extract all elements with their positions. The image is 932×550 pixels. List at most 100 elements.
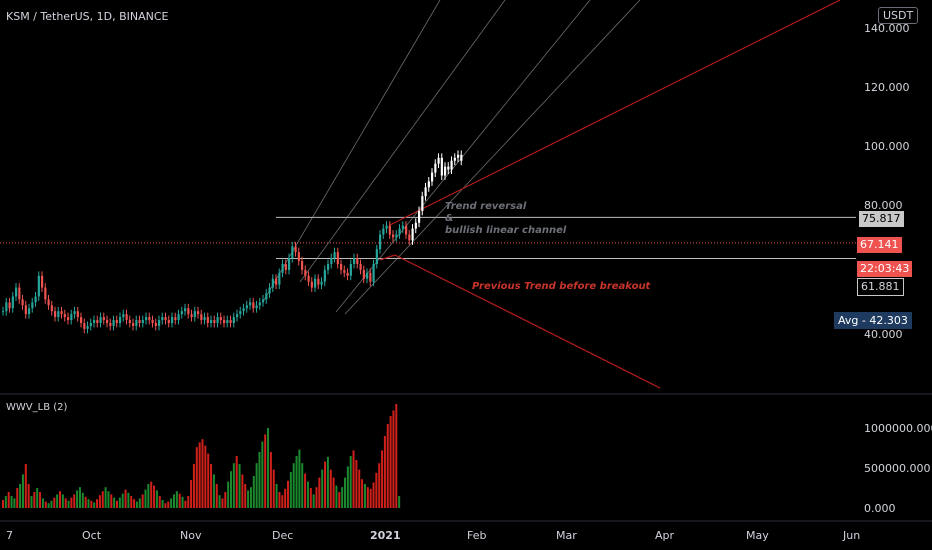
candle-body: [138, 320, 141, 323]
trendline-connector: [379, 254, 396, 261]
candle-body: [187, 308, 190, 315]
volume-bar: [249, 487, 252, 508]
channel-line: [263, 0, 441, 301]
candle-body: [11, 296, 14, 309]
volume-bar: [150, 481, 153, 508]
candle-body: [8, 302, 11, 309]
volume-bar: [39, 492, 42, 508]
volume-bar: [247, 490, 250, 508]
candle-body: [242, 308, 245, 312]
candle-body: [297, 252, 300, 262]
volume-bar: [175, 491, 178, 508]
candle-body: [372, 264, 375, 282]
volume-bar: [104, 487, 107, 508]
candle-body: [54, 311, 57, 318]
grid-layer: [0, 393, 932, 522]
volume-bar: [98, 495, 101, 508]
volume-bar: [306, 481, 309, 508]
candle-body: [50, 305, 53, 312]
candle-body: [427, 181, 430, 188]
channel-line: [344, 0, 641, 315]
candle-body: [89, 323, 92, 326]
volume-bar: [381, 450, 384, 508]
candle-body: [148, 317, 151, 321]
volume-bar: [204, 445, 207, 508]
volume-bar: [241, 474, 244, 508]
volume-bar: [144, 489, 147, 508]
volume-bar: [93, 502, 96, 508]
y-tick-label: 100.000: [864, 140, 910, 153]
candle-body: [437, 157, 440, 164]
currency-button[interactable]: USDT: [878, 7, 919, 24]
volume-bar: [264, 434, 267, 508]
x-tick-label: Jun: [842, 529, 860, 542]
candle-body: [398, 228, 401, 235]
candle-body: [24, 305, 27, 315]
candle-body: [418, 210, 421, 223]
candle-body: [281, 264, 284, 273]
x-tick-label: May: [746, 529, 769, 542]
candle-body: [109, 323, 112, 326]
volume-bar: [155, 490, 158, 508]
volume-bar: [252, 476, 255, 508]
volume-bar: [346, 466, 349, 508]
y-tick-label: 80.000: [864, 199, 903, 212]
candle-body: [447, 166, 450, 170]
candle-body: [206, 317, 209, 323]
candle-body: [200, 314, 203, 321]
volume-bar: [224, 492, 227, 508]
candle-body: [346, 272, 349, 276]
volume-bar: [170, 498, 173, 508]
volume-bar: [221, 498, 224, 508]
candle-body: [2, 311, 5, 313]
candle-body: [405, 225, 408, 235]
volume-bar: [372, 482, 375, 508]
volume-bar: [301, 463, 304, 508]
candle-body: [252, 302, 255, 309]
annotation-bullish-channel: bullish linear channel: [445, 225, 567, 236]
candle-body: [18, 287, 21, 300]
volume-bar: [135, 501, 138, 508]
volume-bar: [389, 416, 392, 508]
candle-body: [216, 317, 219, 323]
candle-body: [258, 302, 261, 306]
volume-histogram: [2, 404, 401, 508]
candle-body: [151, 320, 154, 323]
symbol-title[interactable]: KSM / TetherUS, 1D, BINANCE: [6, 10, 169, 23]
candle-body: [96, 320, 99, 323]
volume-bar: [398, 496, 401, 508]
candle-body: [284, 264, 287, 270]
candle-body: [379, 234, 382, 250]
volume-bar: [33, 492, 36, 508]
x-tick-label: Mar: [556, 529, 577, 542]
volume-bar: [287, 480, 289, 508]
candle-body: [223, 320, 226, 323]
volume-bar: [295, 456, 298, 508]
candlestick-series: [2, 150, 463, 334]
candle-body: [271, 278, 274, 288]
volume-bar: [2, 500, 4, 508]
x-tick-label: Nov: [180, 529, 202, 542]
candle-body: [180, 311, 183, 315]
annotation-ampersand: &: [445, 213, 454, 224]
volume-bar: [141, 494, 144, 508]
candle-body: [457, 154, 460, 158]
candle-body: [440, 157, 443, 176]
volume-bar: [255, 463, 258, 508]
indicator-title[interactable]: WWV_LB (2): [6, 402, 68, 413]
candle-body: [15, 287, 18, 297]
volume-tick-label: 500000.000: [864, 462, 930, 475]
candle-body: [323, 269, 326, 282]
candle-body: [34, 296, 37, 303]
volume-bar: [289, 472, 292, 508]
candle-body: [294, 246, 297, 253]
volume-bar: [53, 497, 56, 508]
volume-bar: [227, 481, 230, 508]
volume-bar: [363, 484, 366, 508]
candle-body: [135, 320, 138, 326]
volume-bar: [4, 496, 7, 508]
candle-body: [431, 172, 434, 182]
price-badge-last: 67.141: [857, 237, 902, 253]
volume-tick-label: 1000000.000: [864, 422, 932, 435]
